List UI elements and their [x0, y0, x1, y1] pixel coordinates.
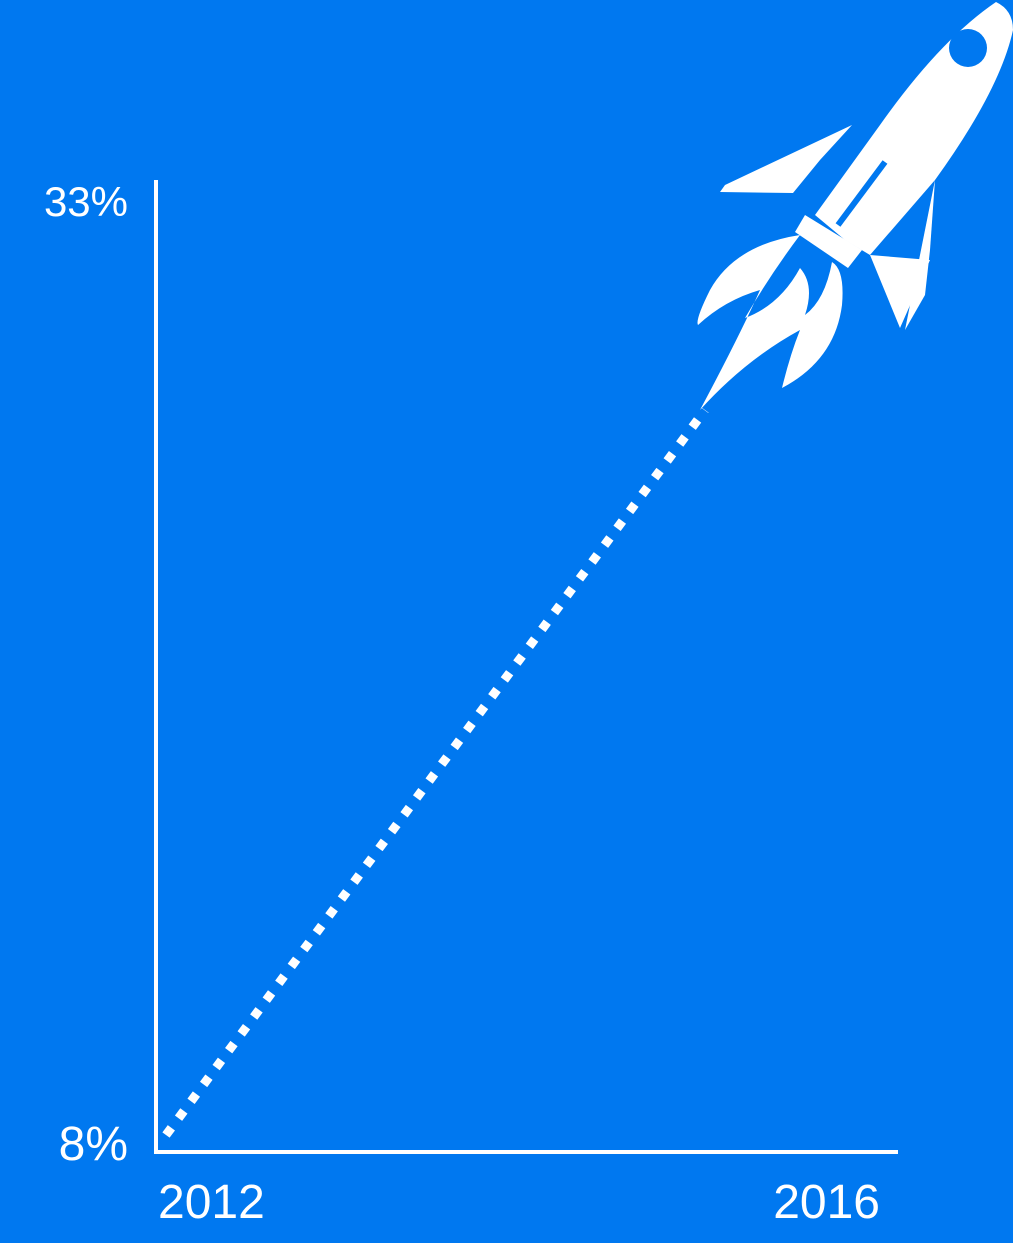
y-tick-label-top: 33% — [44, 178, 128, 225]
y-tick-label-bottom: 8% — [59, 1118, 128, 1171]
x-tick-label-end: 2016 — [773, 1176, 880, 1229]
x-tick-label-start: 2012 — [158, 1176, 265, 1229]
series-line — [162, 407, 709, 1138]
rocket-icon — [697, 2, 1013, 410]
